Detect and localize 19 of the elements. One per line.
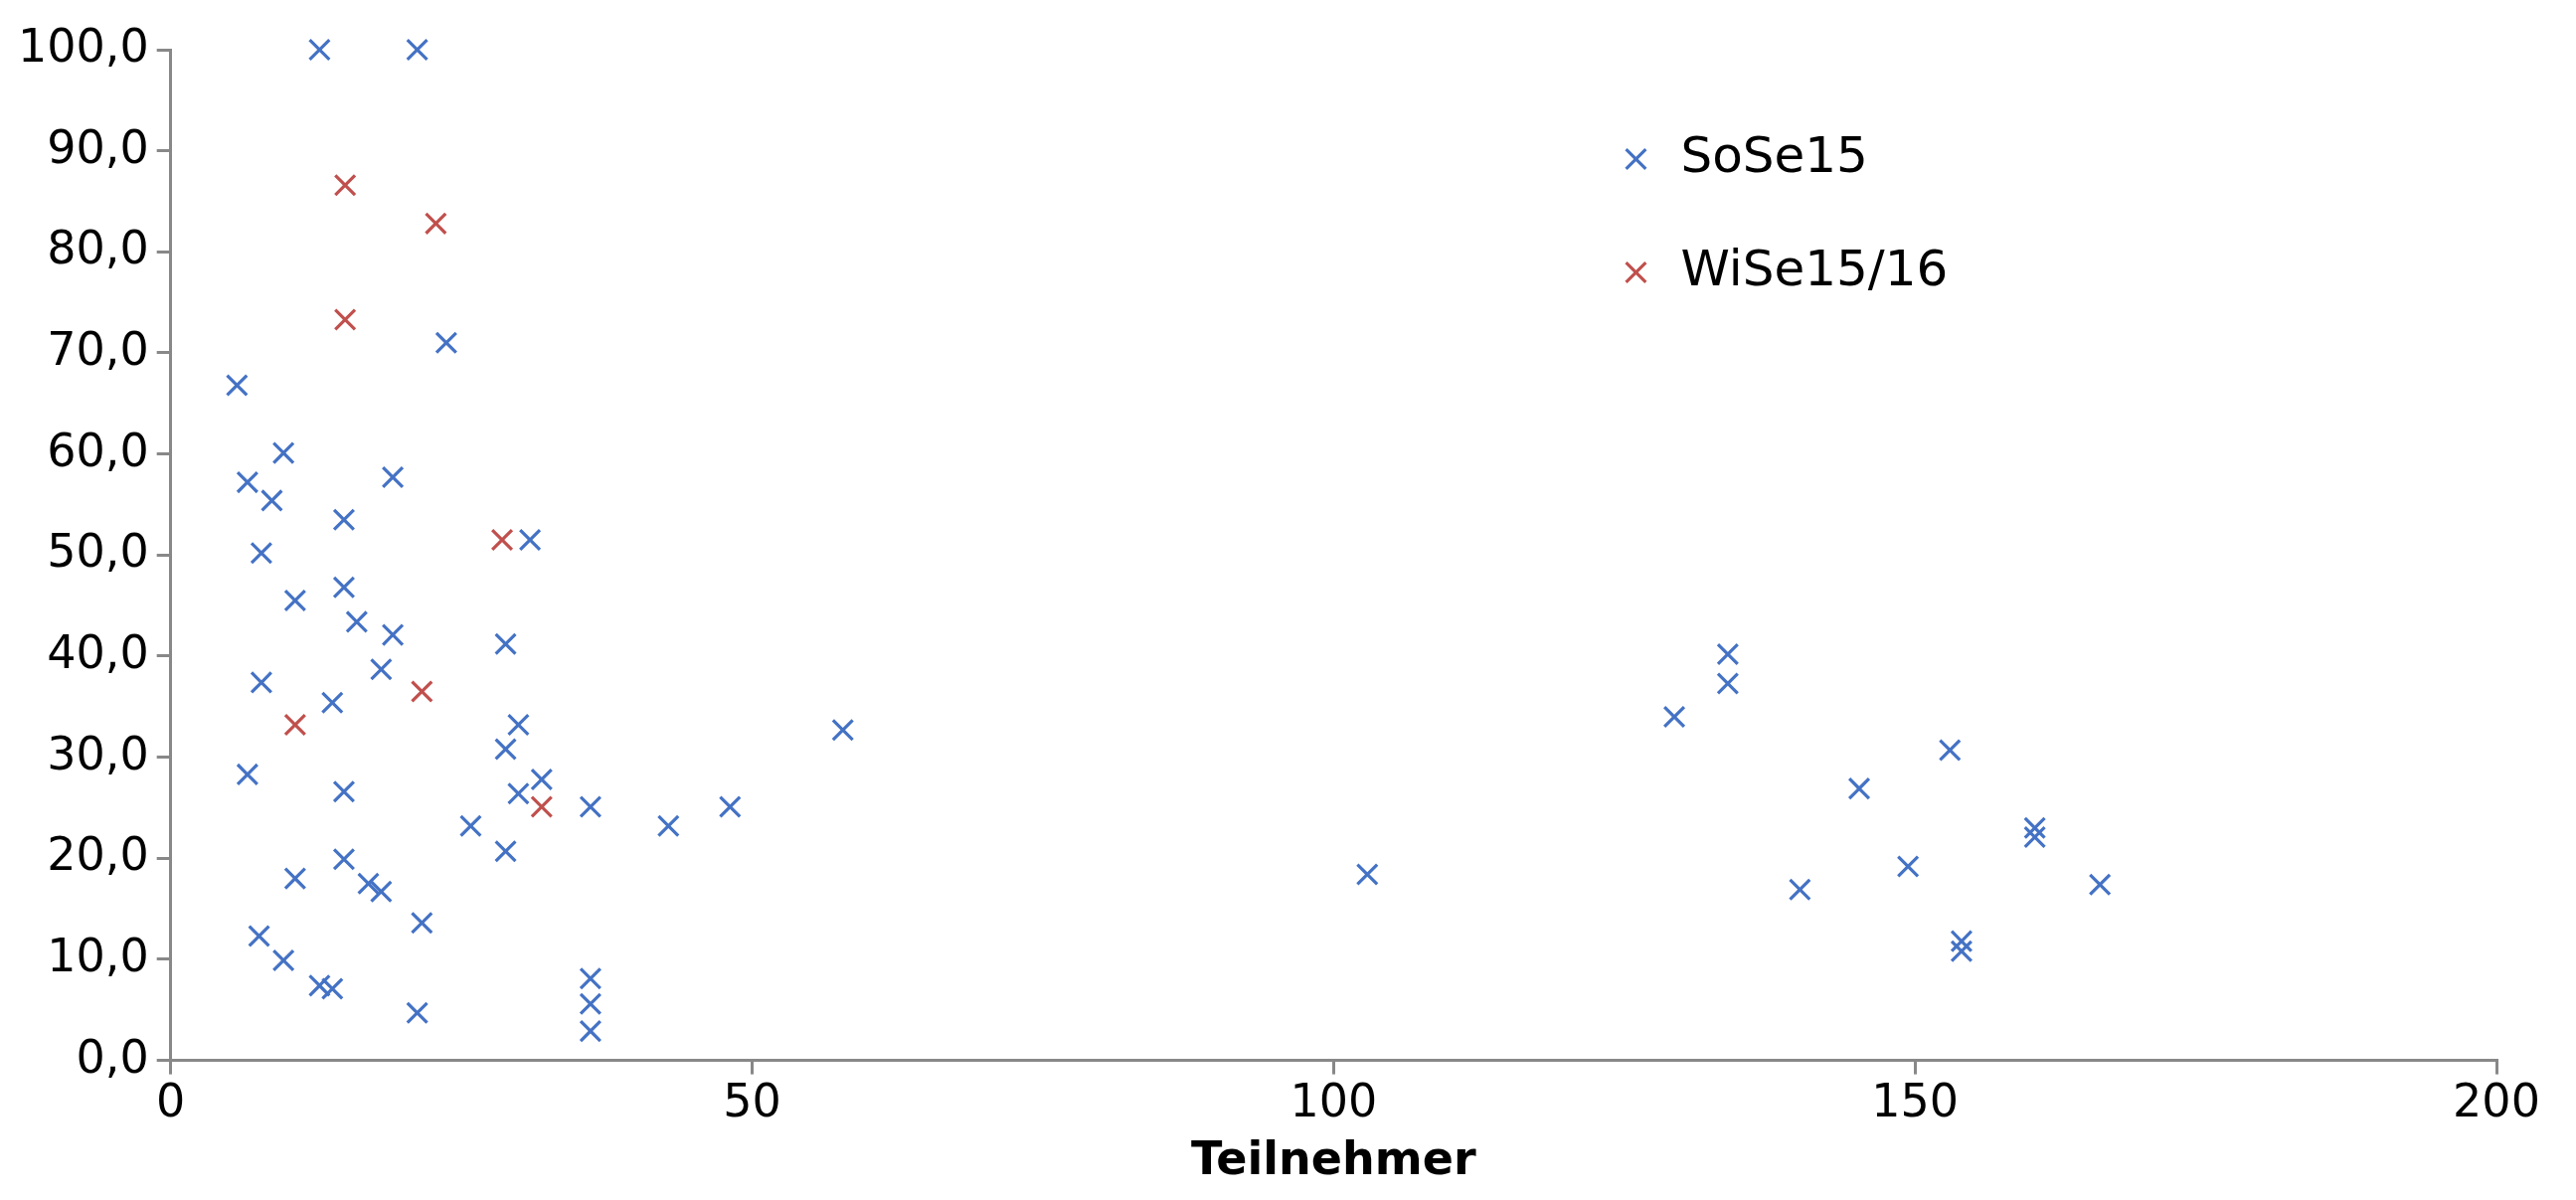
y-tick-label: 90,0: [47, 119, 149, 174]
x-tick-label: 100: [1289, 1074, 1378, 1128]
x-tick-label: 0: [156, 1074, 186, 1128]
x-axis-title: Teilnehmer: [1191, 1131, 1476, 1186]
legend-label: WiSe15/16: [1680, 239, 1949, 297]
y-tick-label: 60,0: [47, 423, 149, 477]
y-tick-label: 40,0: [47, 624, 149, 679]
x-tick-label: 200: [2453, 1074, 2540, 1128]
y-tick-label: 70,0: [47, 321, 149, 376]
y-tick-label: 80,0: [47, 221, 149, 275]
legend-label: SoSe15: [1680, 125, 1868, 184]
y-tick-label: 0,0: [76, 1029, 149, 1084]
x-tick-label: 150: [1871, 1074, 1960, 1128]
y-tick-label: 50,0: [47, 524, 149, 579]
y-tick-label: 10,0: [47, 928, 149, 982]
y-tick-label: 20,0: [47, 827, 149, 882]
x-tick-label: 50: [723, 1074, 781, 1128]
y-tick-label: 30,0: [47, 726, 149, 780]
y-tick-label: 100,0: [17, 18, 149, 73]
